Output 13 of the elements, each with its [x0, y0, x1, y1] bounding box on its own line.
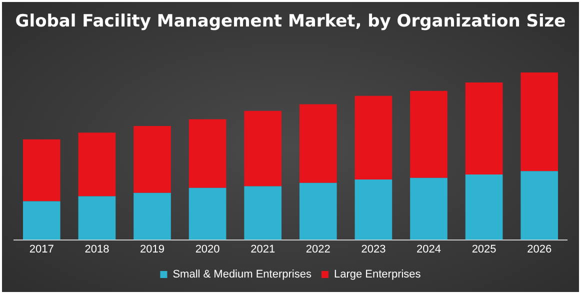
legend-label: Large Enterprises: [334, 268, 422, 281]
x-tick-label: 2026: [527, 243, 552, 256]
x-tick-label: 2022: [306, 243, 330, 256]
x-tick-label: 2024: [416, 243, 441, 256]
x-tick-label: 2017: [29, 243, 54, 256]
x-tick-label: 2018: [84, 243, 110, 256]
x-tick-label: 2021: [250, 243, 276, 256]
x-tick-label: 2023: [361, 243, 386, 256]
x-tick-label: 2025: [472, 243, 496, 256]
chart-title: Global Facility Management Market, by Organization Size: [15, 12, 566, 32]
legend-label: Small & Medium Enterprises: [172, 268, 312, 281]
x-tick-label: 2019: [140, 243, 164, 256]
x-tick-label: 2020: [195, 243, 220, 256]
